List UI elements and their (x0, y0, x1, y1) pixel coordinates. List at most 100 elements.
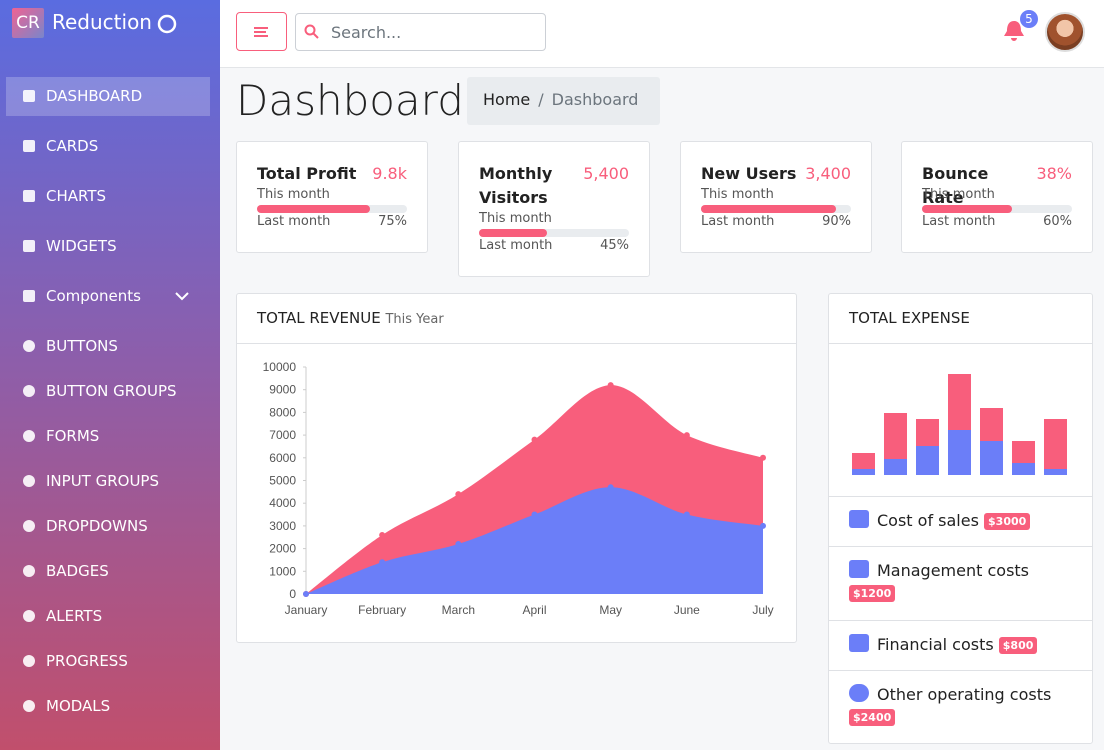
point (760, 454, 766, 461)
progress-bar (922, 205, 1012, 213)
notification-badge: 5 (1020, 10, 1038, 28)
nav-item[interactable]: MODALS (46, 697, 111, 715)
bar (1044, 419, 1067, 469)
search-placeholder: Search... (331, 23, 402, 42)
progress-bar (479, 229, 547, 237)
nav-item[interactable]: BUTTON GROUPS (46, 382, 177, 400)
stat-compare: Last month (479, 238, 553, 253)
bell-shape (1004, 21, 1024, 41)
progress-bar (257, 205, 370, 213)
bar (1012, 441, 1035, 463)
nav-item[interactable]: INPUT GROUPS (46, 472, 159, 490)
github-icon (157, 14, 177, 34)
nav-item[interactable]: CARDS (46, 137, 99, 155)
nav-item[interactable]: WIDGETS (46, 237, 117, 255)
nav-active-bg (6, 77, 210, 116)
stat-percent: 75% (378, 214, 407, 229)
point (379, 559, 386, 566)
search-box[interactable]: Search... (295, 13, 546, 51)
progress-track (479, 229, 629, 237)
stat-value: 5,400 (583, 164, 629, 183)
nav-item[interactable]: ALERTS (46, 607, 103, 625)
revenue-header: TOTAL REVENUE This Year (257, 309, 444, 327)
progress-track (701, 205, 851, 213)
sidebar (0, 0, 220, 750)
nav-item[interactable]: CHARTS (46, 187, 107, 205)
bar (980, 408, 1003, 441)
expense-label: Financial costs (877, 635, 994, 654)
nav-item[interactable]: DROPDOWNS (46, 517, 148, 535)
bar (980, 441, 1003, 475)
brand-name: Reduction (52, 10, 152, 34)
x-tick-label: February (358, 603, 406, 617)
chart-subtitle: This Year (385, 312, 444, 327)
bar (884, 413, 907, 459)
menu-button[interactable] (236, 12, 287, 51)
expense-row: Cost of sales $3000 (849, 510, 1079, 532)
card-divider (237, 343, 796, 344)
point (455, 491, 462, 498)
point (531, 511, 538, 518)
row-divider (829, 620, 1092, 621)
stat-title: Monthly Visitors (479, 164, 553, 207)
stat-title: Bounce Rate (922, 164, 989, 207)
stat-period: This month (479, 211, 552, 226)
stat-value: 9.8k (372, 164, 407, 183)
chevron-shape (175, 292, 189, 301)
x-tick-label: May (599, 603, 622, 617)
nav-icon (23, 340, 35, 352)
stat-card: New Users 3,400 This month Last month 90% (680, 141, 872, 253)
row-divider (829, 496, 1092, 497)
expense-title: TOTAL EXPENSE (849, 309, 970, 327)
stat-card: Total Profit 9.8k This month Last month 75% (236, 141, 428, 253)
nav-icon (23, 190, 35, 202)
point (683, 432, 690, 439)
expense-label: Cost of sales (877, 511, 979, 530)
breadcrumb-link[interactable]: Home (483, 90, 531, 109)
bar (1012, 463, 1035, 475)
nav-item[interactable]: DASHBOARD (46, 87, 143, 105)
nav-icon (23, 290, 35, 302)
nav-icon (23, 610, 35, 622)
y-tick-label: 0 (289, 587, 296, 601)
bar (916, 446, 939, 475)
stat-period: This month (922, 187, 995, 202)
expense-row: Management costs $1200 (849, 560, 1079, 604)
menu-line (254, 35, 268, 37)
nav-item[interactable]: Components (46, 287, 141, 305)
stat-percent: 45% (600, 238, 629, 253)
bar (852, 453, 875, 469)
progress-bar (701, 205, 836, 213)
y-tick-label: 9000 (269, 383, 296, 397)
point (760, 522, 766, 529)
stat-card: Bounce Rate 38% This month Last month 60% (901, 141, 1093, 253)
avatar[interactable] (1045, 12, 1085, 52)
point (303, 591, 309, 597)
expense-row: Financial costs $800 (849, 634, 1079, 656)
search-icon-handle (312, 32, 319, 39)
brand-logo: CR (12, 8, 44, 38)
breadcrumb-current: Dashboard (551, 90, 639, 109)
stat-compare: Last month (257, 214, 331, 229)
expense-icon (849, 510, 869, 528)
revenue-chart: 0 1000 2000 3000 4000 5000 6000 7000 8000 9000 100… (263, 360, 774, 617)
expense-badge: $800 (998, 637, 1038, 654)
nav-icon (23, 655, 35, 667)
bar (948, 430, 971, 475)
nav-item[interactable]: BUTTONS (46, 337, 118, 355)
y-tick-label: 5000 (269, 474, 296, 488)
chart-title: TOTAL REVENUE (257, 309, 381, 327)
nav-item[interactable]: BADGES (46, 562, 109, 580)
stat-title: New Users (701, 164, 797, 183)
menu-line (254, 31, 266, 33)
breadcrumb: Home / Dashboard (467, 77, 660, 125)
row-divider (829, 546, 1092, 547)
expense-badge: $3000 (984, 513, 1031, 530)
nav-item[interactable]: PROGRESS (46, 652, 128, 670)
nav-item[interactable]: FORMS (46, 427, 100, 445)
stat-period: This month (257, 187, 330, 202)
expense-row: Other operating costs $2400 (849, 684, 1079, 728)
nav-icon (23, 430, 35, 442)
bar (948, 374, 971, 430)
